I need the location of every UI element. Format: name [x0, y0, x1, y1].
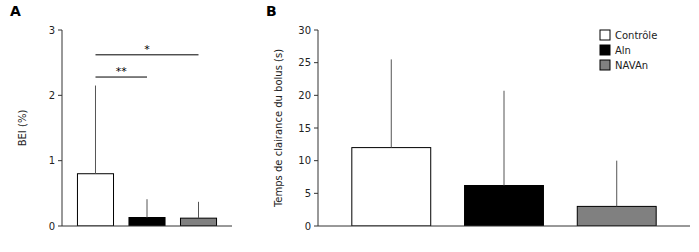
bar — [465, 185, 544, 226]
y-tick-label: 15 — [298, 123, 311, 134]
y-tick — [314, 30, 318, 31]
legend-swatch — [600, 30, 610, 40]
x-axis-line — [318, 226, 690, 227]
error-bar — [504, 91, 505, 186]
y-tick-label: 3 — [49, 25, 55, 36]
bars — [77, 55, 216, 226]
chart-root: 0123***BEI (%)A051015202530Temps de clai… — [0, 0, 699, 252]
y-axis-line — [62, 30, 63, 226]
y-axis-label: BEI (%) — [17, 110, 28, 147]
bar — [129, 218, 165, 226]
y-axis-label: Temps de clairance du bolus (s) — [273, 49, 284, 208]
legend-swatch — [600, 45, 610, 55]
y-tick-label: 0 — [49, 221, 55, 232]
panel-title: A — [10, 3, 21, 19]
y-tick-label: 2 — [49, 90, 55, 101]
legend-swatch — [600, 60, 610, 70]
legend-label: Contrôle — [615, 30, 657, 41]
legend-label: Aln — [615, 45, 631, 56]
y-tick-label: 5 — [305, 188, 311, 199]
significance-label: * — [144, 43, 150, 56]
y-tick — [58, 226, 62, 227]
y-tick-label: 10 — [298, 155, 311, 166]
panel: 0123***BEI (%)A — [10, 3, 232, 232]
significance-label: ** — [116, 65, 128, 78]
y-tick-label: 0 — [305, 221, 311, 232]
bar — [352, 148, 431, 226]
legend-label: NAVAn — [615, 60, 648, 71]
y-tick-label: 1 — [49, 155, 55, 166]
x-axis-line — [62, 226, 232, 227]
error-bar — [616, 161, 617, 207]
bar — [77, 174, 113, 226]
error-bar — [147, 199, 148, 217]
bar — [180, 218, 216, 226]
error-bar — [391, 59, 392, 147]
bar — [577, 206, 656, 226]
y-tick — [58, 95, 62, 96]
bars — [352, 59, 656, 226]
y-tick-label: 20 — [298, 90, 311, 101]
y-tick — [314, 226, 318, 227]
y-tick — [314, 95, 318, 96]
y-tick — [314, 62, 318, 63]
y-tick — [314, 128, 318, 129]
y-tick — [58, 160, 62, 161]
error-bar — [198, 202, 199, 218]
y-tick — [58, 30, 62, 31]
panel-title: B — [266, 3, 277, 19]
panel: 0 5 10 15 20 25 30 Temps de clairance du bolus … — [266, 3, 690, 232]
legend: Contrôle Aln NAVAn — [600, 30, 657, 71]
y-tick-label: 30 — [298, 25, 311, 36]
y-tick-label: 25 — [298, 57, 311, 68]
y-tick — [314, 160, 318, 161]
y-tick — [314, 193, 318, 194]
error-bar — [95, 86, 96, 174]
